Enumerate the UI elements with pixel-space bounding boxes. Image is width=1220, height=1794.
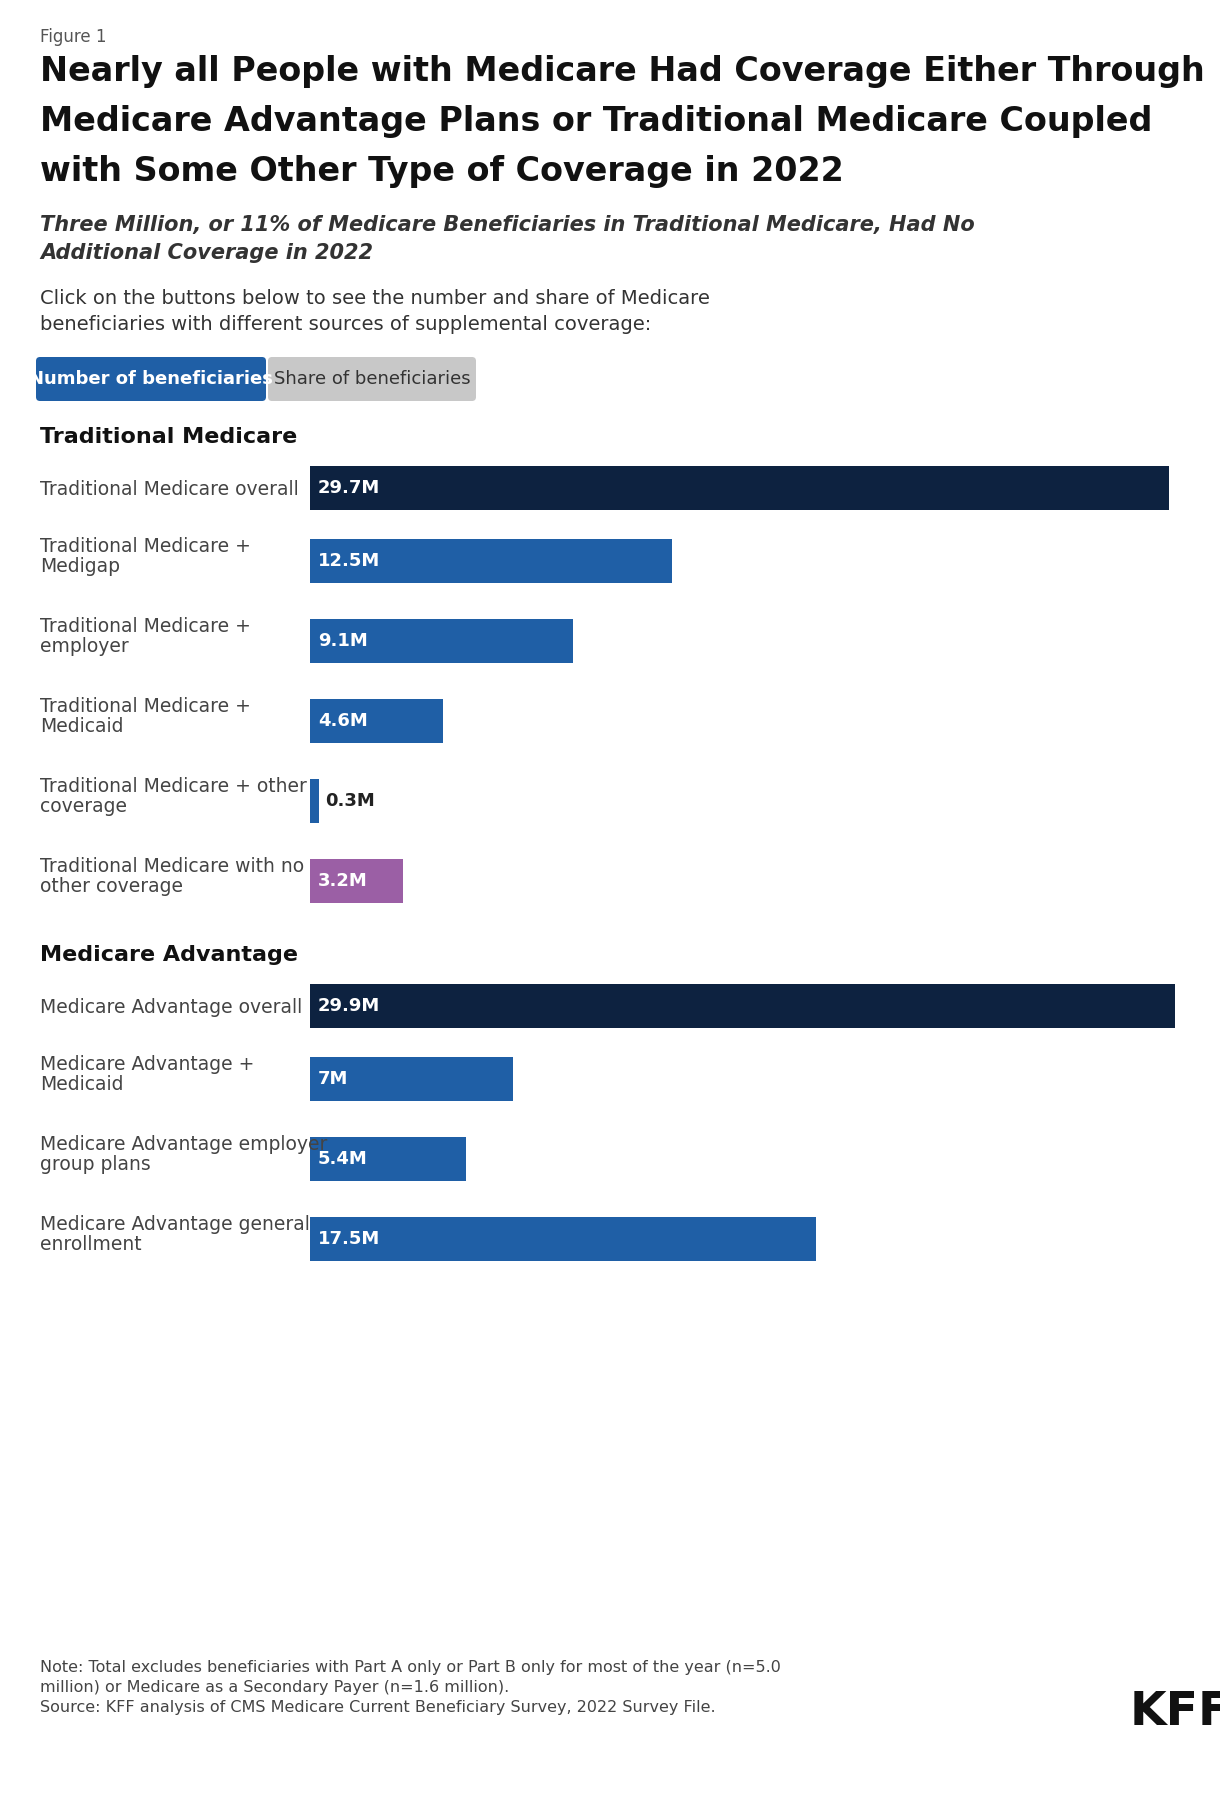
Text: beneficiaries with different sources of supplemental coverage:: beneficiaries with different sources of … — [40, 316, 651, 334]
Text: Medicaid: Medicaid — [40, 1075, 123, 1094]
Text: Click on the buttons below to see the number and share of Medicare: Click on the buttons below to see the nu… — [40, 289, 710, 309]
Bar — [310, 466, 1169, 509]
Text: Figure 1: Figure 1 — [40, 29, 106, 47]
Text: Medicaid: Medicaid — [40, 718, 123, 736]
Text: Traditional Medicare +: Traditional Medicare + — [40, 698, 251, 716]
Text: Medicare Advantage: Medicare Advantage — [40, 945, 298, 965]
Text: group plans: group plans — [40, 1155, 151, 1173]
Text: Number of beneficiaries: Number of beneficiaries — [29, 370, 273, 388]
Text: Medicare Advantage general: Medicare Advantage general — [40, 1215, 310, 1234]
FancyBboxPatch shape — [37, 357, 266, 402]
Text: Nearly all People with Medicare Had Coverage Either Through: Nearly all People with Medicare Had Cove… — [40, 56, 1205, 88]
Text: 29.9M: 29.9M — [318, 997, 381, 1015]
Text: 0.3M: 0.3M — [325, 791, 375, 811]
Text: 7M: 7M — [318, 1069, 349, 1087]
Text: Medicare Advantage Plans or Traditional Medicare Coupled: Medicare Advantage Plans or Traditional … — [40, 106, 1153, 138]
Text: Share of beneficiaries: Share of beneficiaries — [273, 370, 471, 388]
Text: Medicare Advantage employer: Medicare Advantage employer — [40, 1136, 327, 1154]
Text: Additional Coverage in 2022: Additional Coverage in 2022 — [40, 242, 373, 264]
Text: Three Million, or 11% of Medicare Beneficiaries in Traditional Medicare, Had No: Three Million, or 11% of Medicare Benefi… — [40, 215, 975, 235]
Text: Medicare Advantage overall: Medicare Advantage overall — [40, 997, 303, 1017]
Text: Traditional Medicare +: Traditional Medicare + — [40, 536, 251, 556]
Text: 5.4M: 5.4M — [318, 1150, 367, 1168]
Text: 4.6M: 4.6M — [318, 712, 367, 730]
Text: million) or Medicare as a Secondary Payer (n=1.6 million).: million) or Medicare as a Secondary Paye… — [40, 1679, 509, 1695]
Text: 12.5M: 12.5M — [318, 553, 381, 570]
Bar — [310, 1216, 816, 1261]
Text: enrollment: enrollment — [40, 1234, 142, 1254]
Text: Traditional Medicare: Traditional Medicare — [40, 427, 298, 447]
Text: Medicare Advantage +: Medicare Advantage + — [40, 1055, 255, 1075]
Text: with Some Other Type of Coverage in 2022: with Some Other Type of Coverage in 2022 — [40, 154, 844, 188]
Bar — [310, 1057, 512, 1102]
Bar — [310, 700, 443, 743]
Text: 29.7M: 29.7M — [318, 479, 381, 497]
Bar — [310, 983, 1175, 1028]
Bar — [310, 538, 672, 583]
Text: KFF: KFF — [1130, 1690, 1220, 1735]
Text: Traditional Medicare + other: Traditional Medicare + other — [40, 777, 307, 797]
Bar — [310, 859, 403, 902]
Text: Source: KFF analysis of CMS Medicare Current Beneficiary Survey, 2022 Survey Fil: Source: KFF analysis of CMS Medicare Cur… — [40, 1701, 716, 1715]
FancyBboxPatch shape — [268, 357, 476, 402]
Text: Traditional Medicare overall: Traditional Medicare overall — [40, 481, 299, 499]
Bar — [310, 779, 318, 823]
Text: Medigap: Medigap — [40, 556, 120, 576]
Text: employer: employer — [40, 637, 129, 657]
Bar — [310, 1137, 466, 1180]
Text: coverage: coverage — [40, 797, 127, 816]
Bar — [310, 619, 573, 664]
Text: Traditional Medicare +: Traditional Medicare + — [40, 617, 251, 637]
Text: other coverage: other coverage — [40, 877, 183, 895]
Text: 9.1M: 9.1M — [318, 631, 367, 649]
Text: Traditional Medicare with no: Traditional Medicare with no — [40, 858, 304, 875]
Text: Note: Total excludes beneficiaries with Part A only or Part B only for most of t: Note: Total excludes beneficiaries with … — [40, 1659, 781, 1676]
Text: 17.5M: 17.5M — [318, 1231, 381, 1249]
Text: 3.2M: 3.2M — [318, 872, 367, 890]
